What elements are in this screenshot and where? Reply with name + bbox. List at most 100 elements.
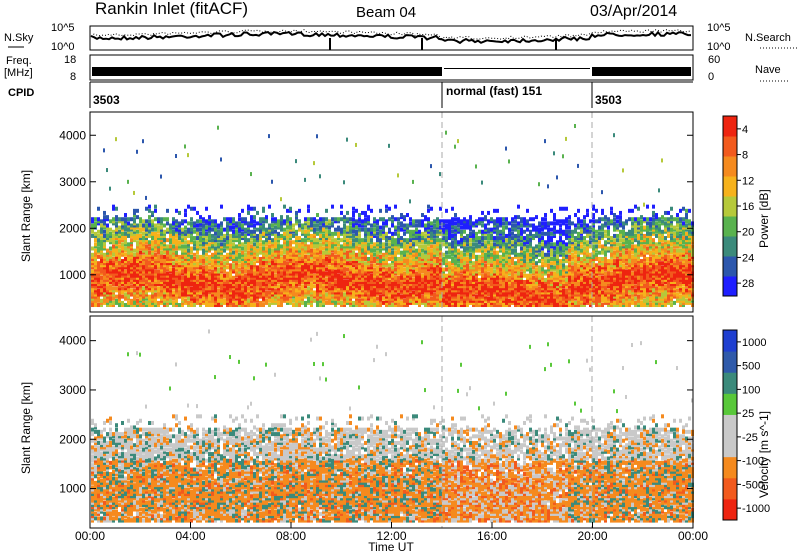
heatmap-cell	[157, 273, 160, 278]
heatmap-cell	[472, 288, 475, 293]
heatmap-cell	[481, 231, 484, 236]
heatmap-cell	[478, 261, 481, 266]
heatmap-cell	[286, 231, 289, 236]
heatmap-cell	[457, 240, 460, 245]
heatmap-cell	[409, 261, 412, 266]
heatmap-cell	[283, 294, 286, 299]
heatmap-cell	[502, 244, 505, 249]
heatmap-cell	[127, 288, 130, 293]
heatmap-cell	[334, 288, 337, 293]
heatmap-cell	[91, 300, 94, 305]
heatmap-cell	[274, 246, 277, 251]
heatmap-cell	[241, 217, 244, 222]
heatmap-cell	[124, 265, 127, 270]
heatmap-cell	[217, 259, 220, 264]
heatmap-cell	[367, 231, 370, 236]
heatmap-cell	[388, 256, 391, 261]
heatmap-cell	[103, 233, 106, 238]
heatmap-cell	[91, 282, 94, 287]
heatmap-cell	[433, 252, 436, 257]
heatmap-cell	[127, 225, 130, 230]
heatmap-cell	[136, 267, 139, 272]
heatmap-cell	[229, 277, 232, 282]
heatmap-cell	[424, 288, 427, 293]
heatmap-cell	[148, 246, 151, 251]
heatmap-cell	[469, 300, 472, 305]
heatmap-cell	[349, 254, 352, 259]
heatmap-cell	[346, 246, 349, 251]
heatmap-cell	[112, 229, 115, 234]
heatmap-cell	[478, 244, 481, 249]
heatmap-cell	[286, 217, 289, 222]
heatmap-cell	[301, 296, 304, 301]
heatmap-cell	[475, 164, 477, 169]
heatmap-cell	[403, 294, 406, 299]
heatmap-cell	[292, 229, 295, 234]
heatmap-cell	[103, 225, 106, 230]
heatmap-cell	[289, 256, 292, 261]
heatmap-cell	[496, 252, 499, 257]
heatmap-cell	[166, 277, 169, 282]
heatmap-cell	[370, 267, 373, 272]
heatmap-cell	[100, 248, 103, 253]
heatmap-cell	[502, 303, 505, 308]
heatmap-cell	[433, 269, 436, 274]
heatmap-cell	[469, 246, 472, 251]
heatmap-cell	[139, 238, 142, 243]
heatmap-cell	[367, 263, 370, 268]
heatmap-cell	[136, 290, 139, 295]
heatmap-cell	[418, 244, 421, 249]
heatmap-cell	[103, 236, 106, 241]
heatmap-cell	[370, 246, 373, 251]
heatmap-cell	[163, 246, 166, 251]
heatmap-cell	[283, 248, 286, 253]
heatmap-cell	[202, 267, 205, 272]
heatmap-cell	[238, 225, 241, 230]
heatmap-cell	[325, 284, 328, 289]
heatmap-cell	[457, 242, 460, 247]
heatmap-cell	[451, 298, 454, 303]
heatmap-cell	[133, 227, 136, 232]
heatmap-cell	[97, 292, 100, 297]
heatmap-cell	[106, 225, 109, 230]
heatmap-cell	[100, 256, 103, 261]
heatmap-cell	[160, 300, 163, 305]
heatmap-cell	[319, 294, 322, 299]
heatmap-cell	[277, 223, 280, 228]
heatmap-cell	[493, 263, 496, 268]
heatmap-cell	[94, 242, 97, 247]
heatmap-cell	[193, 273, 196, 278]
heatmap-cell	[448, 219, 451, 224]
heatmap-cell	[457, 273, 460, 278]
heatmap-cell	[406, 225, 409, 230]
heatmap-cell	[166, 300, 169, 305]
heatmap-cell	[289, 206, 292, 211]
heatmap-cell	[118, 288, 121, 293]
heatmap-cell	[502, 271, 505, 276]
heatmap-cell	[124, 240, 127, 245]
heatmap-cell	[505, 277, 508, 282]
heatmap-cell	[349, 265, 352, 270]
heatmap-cell	[259, 233, 262, 238]
heatmap-cell	[121, 244, 124, 249]
heatmap-cell	[346, 252, 349, 257]
heatmap-cell	[247, 300, 250, 305]
heatmap-cell	[124, 217, 127, 222]
heatmap-cell	[445, 219, 448, 224]
heatmap-cell	[268, 254, 271, 259]
heatmap-cell	[355, 246, 358, 251]
heatmap-cell	[121, 250, 124, 255]
heatmap-cell	[133, 223, 136, 228]
heatmap-cell	[388, 303, 391, 308]
heatmap-cell	[229, 244, 232, 249]
heatmap-cell	[106, 233, 109, 238]
heatmap-cell	[295, 303, 298, 308]
heatmap-cell	[163, 303, 166, 308]
heatmap-cell	[202, 256, 205, 261]
heatmap-cell	[358, 303, 361, 308]
heatmap-cell	[226, 244, 229, 249]
heatmap-cell	[163, 240, 166, 245]
heatmap-cell	[253, 219, 256, 224]
heatmap-cell	[505, 300, 508, 305]
heatmap-cell	[343, 259, 346, 264]
